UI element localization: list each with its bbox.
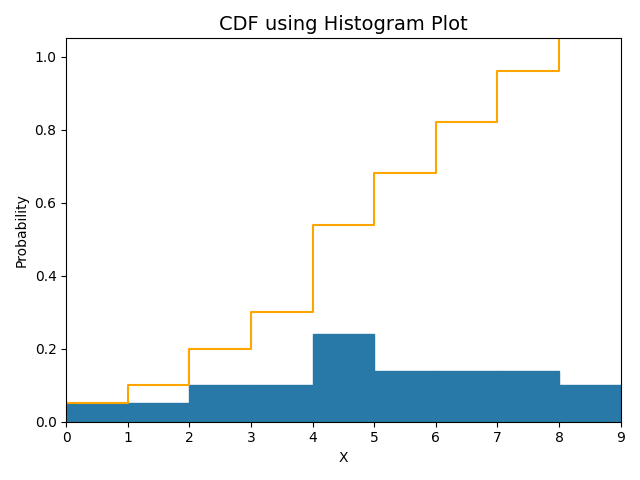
Bar — [67, 404, 128, 422]
Bar — [374, 371, 436, 422]
Bar — [621, 385, 640, 422]
X-axis label: X: X — [339, 451, 348, 465]
Bar — [251, 385, 312, 422]
Bar — [128, 404, 189, 422]
Y-axis label: Probability: Probability — [15, 193, 29, 267]
Bar — [312, 334, 374, 422]
Bar — [436, 371, 497, 422]
Title: CDF using Histogram Plot: CDF using Histogram Plot — [219, 15, 468, 34]
Bar — [189, 385, 251, 422]
Bar — [559, 385, 621, 422]
Bar — [497, 371, 559, 422]
